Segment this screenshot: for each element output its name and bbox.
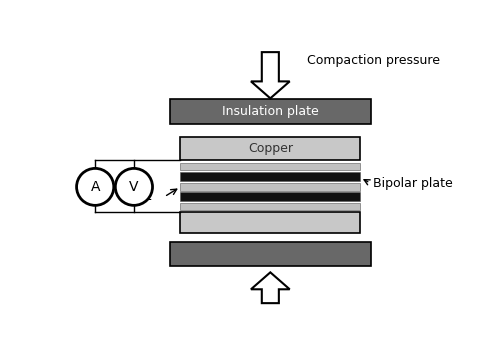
- Text: Compaction pressure: Compaction pressure: [307, 54, 440, 67]
- Bar: [180, 172, 360, 181]
- Bar: [169, 241, 371, 266]
- Text: A: A: [90, 180, 100, 194]
- Circle shape: [77, 168, 114, 205]
- Bar: [180, 183, 360, 191]
- Bar: [180, 192, 360, 201]
- Circle shape: [115, 168, 152, 205]
- Text: V: V: [129, 180, 139, 194]
- Bar: [180, 163, 360, 170]
- Text: Bipolar plate: Bipolar plate: [373, 177, 452, 190]
- Polygon shape: [251, 52, 290, 98]
- Bar: [180, 137, 360, 160]
- Bar: [180, 203, 360, 210]
- Bar: [169, 99, 371, 124]
- Text: GDL: GDL: [125, 190, 152, 203]
- Bar: [180, 212, 360, 233]
- Text: Insulation plate: Insulation plate: [222, 105, 319, 118]
- Text: Copper: Copper: [248, 142, 293, 155]
- Polygon shape: [251, 272, 290, 303]
